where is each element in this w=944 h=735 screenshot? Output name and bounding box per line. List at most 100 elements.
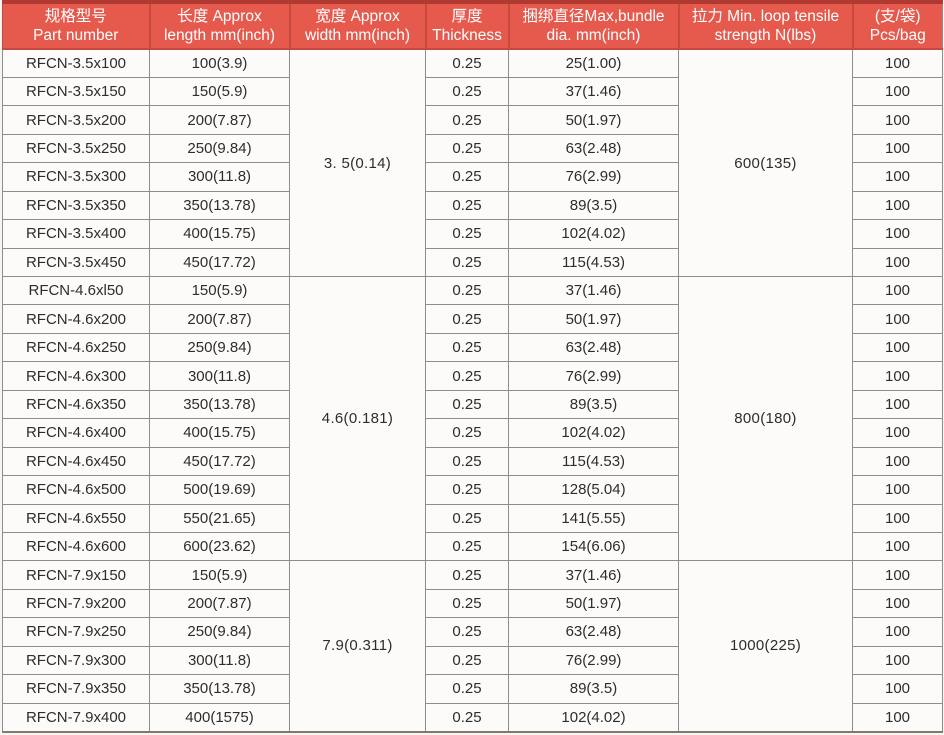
width-merged-cell: 4.6(0.181) <box>289 275 426 562</box>
part-number-cell: RFCN-4.6x250 <box>2 332 150 363</box>
length-cell: 400(15.75) <box>149 418 290 448</box>
thickness-cell: 0.25 <box>425 702 509 733</box>
bundle-dia-cell: 141(5.55) <box>508 503 679 533</box>
header-pcs-per-bag-en: Pcs/bag <box>869 27 926 44</box>
table-row: RFCN-3.5x300 300(11.8) 0.25 76(2.99) 100 <box>2 162 943 192</box>
table-row: RFCN-7.9x150 150(5.9) 7.9(0.311) 0.25 37(1.4… <box>2 560 943 732</box>
length-cell: 250(9.84) <box>149 133 290 164</box>
thickness-cell: 0.25 <box>425 76 509 107</box>
length-cell: 350(13.78) <box>149 674 290 704</box>
bundle-dia-cell: 37(1.46) <box>508 275 679 306</box>
thickness-cell: 0.25 <box>425 617 509 647</box>
header-length-zh: 长度 Approx <box>177 8 262 25</box>
length-cell: 500(19.69) <box>149 475 290 505</box>
length-cell: 300(11.8) <box>149 361 290 391</box>
header-width-en: width mm(inch) <box>304 27 411 44</box>
part-number-cell: RFCN-7.9x300 <box>2 645 150 676</box>
length-cell: 400(1575) <box>149 702 290 733</box>
header-width-zh: 宽度 Approx <box>315 8 400 25</box>
header-pcs-per-bag-zh: (支/袋) <box>874 8 921 25</box>
pcs-cell: 100 <box>852 418 943 448</box>
pcs-cell: 100 <box>852 133 943 164</box>
length-cell: 600(23.62) <box>149 531 290 562</box>
length-cell: 200(7.87) <box>149 588 290 619</box>
table-row: RFCN-3.5x250 250(9.84) 0.25 63(2.48) 100 <box>2 133 943 164</box>
header-tensile-strength-zh: 拉力 Min. loop tensile <box>691 8 840 25</box>
table-row: RFCN-4.6x350 350(13.78) 0.25 89(3.5) 100 <box>2 389 943 420</box>
table-row: RFCN-4.6xl50 150(5.9) 4.6(0.181) 0.25 37(1.4… <box>2 275 943 562</box>
table-row: RFCN-4.6x600 600(23.62) 0.25 154(6.06) 100 <box>2 531 943 562</box>
width-merged-cell: 3. 5(0.14) <box>289 48 426 277</box>
pcs-cell: 100 <box>852 702 943 733</box>
table-row: RFCN-7.9x250 250(9.84) 0.25 63(2.48) 100 <box>2 617 943 647</box>
table-row: RFCN-4.6x500 500(19.69) 0.25 128(5.04) 100 <box>2 475 943 505</box>
width-merged-cell: 7.9(0.311) <box>289 560 426 732</box>
part-number-cell: RFCN-7.9x400 <box>2 702 150 733</box>
table-row: RFCN-3.5x350 350(13.78) 0.25 89(3.5) 100 <box>2 190 943 221</box>
pcs-cell: 100 <box>852 190 943 221</box>
part-number-cell: RFCN-3.5x300 <box>2 162 150 192</box>
length-cell: 300(11.8) <box>149 645 290 676</box>
length-cell: 300(11.8) <box>149 162 290 192</box>
bundle-dia-cell: 102(4.02) <box>508 418 679 448</box>
header-row: 规格型号 Part number 长度 Approx length mm(inc… <box>2 0 943 50</box>
tensile-merged-cell: 800(180) <box>678 275 853 562</box>
part-number-cell: RFCN-4.6x200 <box>2 304 150 334</box>
length-cell: 450(17.72) <box>149 446 290 477</box>
thickness-cell: 0.25 <box>425 588 509 619</box>
thickness-cell: 0.25 <box>425 560 509 590</box>
bundle-dia-cell: 63(2.48) <box>508 133 679 164</box>
thickness-cell: 0.25 <box>425 389 509 420</box>
pcs-cell: 100 <box>852 105 943 135</box>
pcs-cell: 100 <box>852 560 943 590</box>
header-tensile-strength: 拉力 Min. loop tensile strength N(lbs) <box>677 0 853 50</box>
pcs-cell: 100 <box>852 247 943 278</box>
pcs-cell: 100 <box>852 446 943 477</box>
header-part-number-zh: 规格型号 <box>44 8 107 25</box>
bundle-dia-cell: 128(5.04) <box>508 475 679 505</box>
pcs-cell: 100 <box>852 332 943 363</box>
table-row: RFCN-7.9x400 400(1575) 0.25 102(4.02) 100 <box>2 702 943 733</box>
part-number-cell: RFCN-7.9x250 <box>2 617 150 647</box>
bundle-dia-cell: 63(2.48) <box>508 617 679 647</box>
bundle-dia-cell: 76(2.99) <box>508 162 679 192</box>
length-cell: 150(5.9) <box>149 275 290 306</box>
thickness-cell: 0.25 <box>425 645 509 676</box>
header-thickness-en: Thickness <box>432 27 502 44</box>
thickness-cell: 0.25 <box>425 190 509 221</box>
length-cell: 550(21.65) <box>149 503 290 533</box>
table-row: RFCN-7.9x300 300(11.8) 0.25 76(2.99) 100 <box>2 645 943 676</box>
bundle-dia-cell: 76(2.99) <box>508 645 679 676</box>
length-cell: 100(3.9) <box>149 48 290 78</box>
header-bundle-dia-zh: 捆绑直径Max,bundle <box>522 8 665 25</box>
table-row: RFCN-3.5x100 100(3.9) 3. 5(0.14) 0.25 25(1.0… <box>2 48 943 277</box>
pcs-cell: 100 <box>852 275 943 306</box>
thickness-cell: 0.25 <box>425 503 509 533</box>
thickness-cell: 0.25 <box>425 475 509 505</box>
part-number-cell: RFCN-4.6x400 <box>2 418 150 448</box>
table-row: RFCN-4.6x450 450(17.72) 0.25 115(4.53) 100 <box>2 446 943 477</box>
length-cell: 350(13.78) <box>149 190 290 221</box>
pcs-cell: 100 <box>852 76 943 107</box>
bundle-dia-cell: 102(4.02) <box>508 219 679 249</box>
part-number-cell: RFCN-4.6x300 <box>2 361 150 391</box>
header-thickness: 厚度 Thickness <box>424 0 509 50</box>
part-number-cell: RFCN-7.9x350 <box>2 674 150 704</box>
header-pcs-per-bag: (支/袋) Pcs/bag <box>851 0 943 50</box>
part-number-cell: RFCN-3.5x200 <box>2 105 150 135</box>
part-number-cell: RFCN-4.6x550 <box>2 503 150 533</box>
pcs-cell: 100 <box>852 645 943 676</box>
table-row: RFCN-7.9x350 350(13.78) 0.25 89(3.5) 100 <box>2 674 943 704</box>
spec-table-body: RFCN-3.5x100 100(3.9) 3. 5(0.14) 0.25 25(1.0… <box>2 48 943 733</box>
pcs-cell: 100 <box>852 475 943 505</box>
pcs-cell: 100 <box>852 617 943 647</box>
thickness-cell: 0.25 <box>425 531 509 562</box>
thickness-cell: 0.25 <box>425 247 509 278</box>
pcs-cell: 100 <box>852 389 943 420</box>
bundle-dia-cell: 115(4.53) <box>508 446 679 477</box>
length-cell: 250(9.84) <box>149 332 290 363</box>
thickness-cell: 0.25 <box>425 332 509 363</box>
bundle-dia-cell: 89(3.5) <box>508 389 679 420</box>
thickness-cell: 0.25 <box>425 219 509 249</box>
